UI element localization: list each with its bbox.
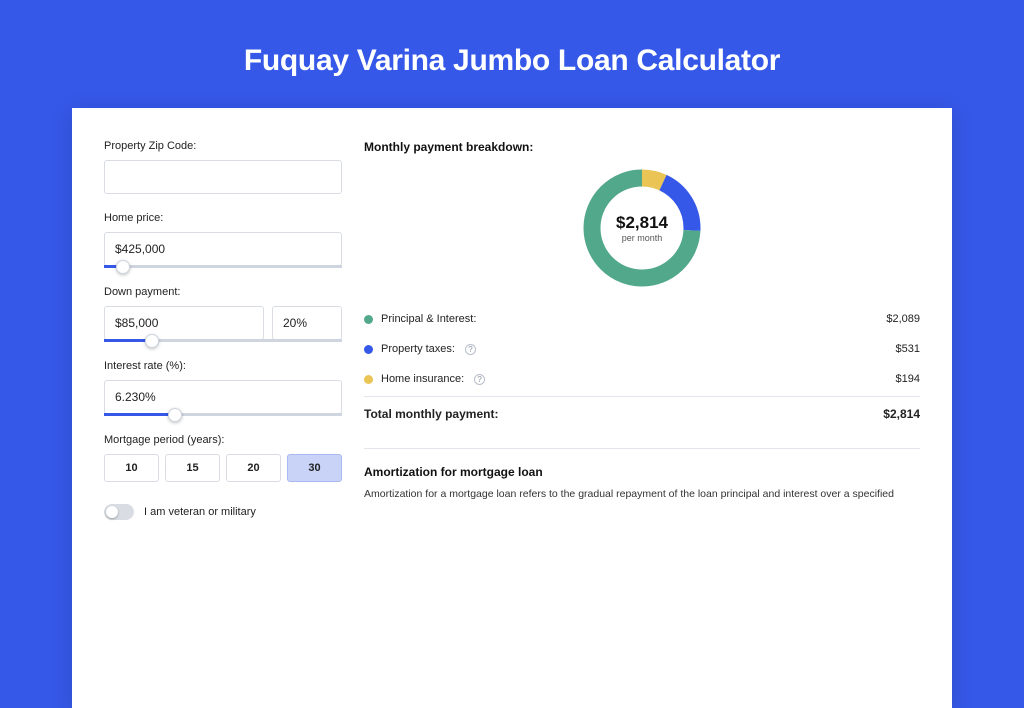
donut-wrap: $2,814 per month [364,160,920,304]
down-payment-pct-input[interactable] [272,306,342,340]
down-payment-field: Down payment: [104,286,342,342]
legend-row: Principal & Interest: $2,089 [364,304,920,334]
down-payment-input[interactable] [104,306,264,340]
legend-label: Principal & Interest: [381,313,476,325]
rate-input[interactable] [104,380,342,414]
period-options: 10152030 [104,454,342,482]
legend-label: Home insurance: [381,373,464,385]
price-label: Home price: [104,212,342,224]
info-icon[interactable]: ? [465,344,476,355]
legend-dot-icon [364,345,373,354]
rate-field: Interest rate (%): [104,360,342,416]
rate-label: Interest rate (%): [104,360,342,372]
zip-field: Property Zip Code: [104,140,342,194]
legend-row: Home insurance:? $194 [364,364,920,394]
legend-dot-icon [364,375,373,384]
down-payment-label: Down payment: [104,286,342,298]
rate-slider[interactable] [104,413,342,416]
period-option-10[interactable]: 10 [104,454,159,482]
veteran-toggle-row: I am veteran or military [104,504,342,520]
calculator-card: Property Zip Code: Home price: Down paym… [72,108,952,708]
amortization-section: Amortization for mortgage loan Amortizat… [364,448,920,503]
rate-slider-fill [104,413,175,416]
legend-label: Property taxes: [381,343,455,355]
legend-row: Property taxes:? $531 [364,334,920,364]
period-option-15[interactable]: 15 [165,454,220,482]
donut-sub: per month [622,233,663,243]
price-field: Home price: [104,212,342,268]
rate-slider-thumb[interactable] [168,408,182,422]
legend: Principal & Interest: $2,089 Property taxe… [364,304,920,394]
period-label: Mortgage period (years): [104,434,342,446]
page-title: Fuquay Varina Jumbo Loan Calculator [0,0,1024,108]
breakdown-column: Monthly payment breakdown: $2,814 per mo… [364,140,920,520]
price-slider[interactable] [104,265,342,268]
price-slider-thumb[interactable] [116,260,130,274]
legend-dot-icon [364,315,373,324]
period-field: Mortgage period (years): 10152030 [104,434,342,482]
down-payment-slider[interactable] [104,339,342,342]
monthly-payment-donut: $2,814 per month [582,168,702,288]
total-label: Total monthly payment: [364,407,498,421]
period-option-20[interactable]: 20 [226,454,281,482]
form-column: Property Zip Code: Home price: Down paym… [104,140,342,520]
breakdown-title: Monthly payment breakdown: [364,140,920,154]
total-row: Total monthly payment: $2,814 [364,396,920,430]
legend-value: $194 [896,373,920,385]
amortization-text: Amortization for a mortgage loan refers … [364,487,920,503]
legend-value: $2,089 [886,313,920,325]
info-icon[interactable]: ? [474,374,485,385]
total-value: $2,814 [883,407,920,421]
price-input[interactable] [104,232,342,266]
legend-value: $531 [896,343,920,355]
zip-input[interactable] [104,160,342,194]
down-payment-slider-thumb[interactable] [145,334,159,348]
veteran-toggle[interactable] [104,504,134,520]
zip-label: Property Zip Code: [104,140,342,152]
amortization-title: Amortization for mortgage loan [364,465,920,479]
donut-amount: $2,814 [616,213,668,233]
veteran-label: I am veteran or military [144,506,256,518]
period-option-30[interactable]: 30 [287,454,342,482]
